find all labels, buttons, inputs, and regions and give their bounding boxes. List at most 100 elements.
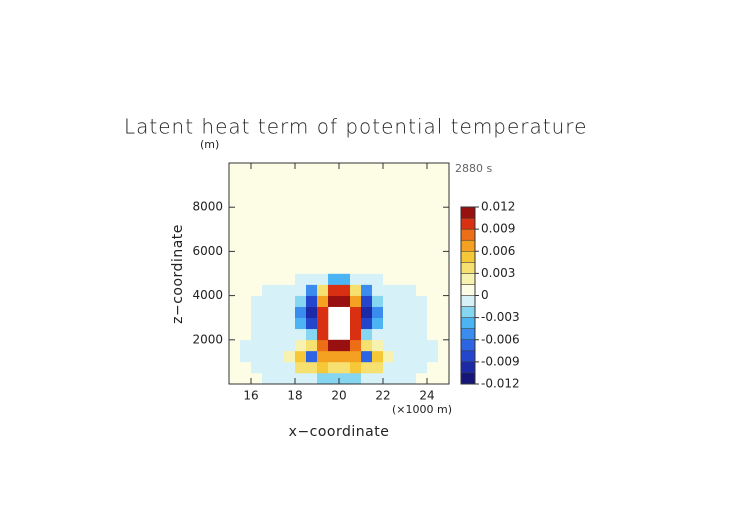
cell: [361, 218, 373, 230]
colorbar-tick-label: -0.009: [481, 354, 520, 368]
cell: [240, 163, 252, 175]
colorbar-swatch: [460, 206, 476, 219]
cell: [405, 229, 417, 241]
cell: [361, 273, 373, 285]
cell: [339, 339, 351, 352]
colorbar-tick-label: 0.009: [481, 222, 515, 236]
annotation: 2880 s: [455, 162, 492, 175]
cell: [306, 284, 318, 296]
cell: [394, 317, 406, 330]
cell: [251, 262, 263, 274]
cell: [295, 339, 307, 352]
cell: [383, 339, 395, 352]
cell: [273, 185, 285, 197]
chart-title: Latent heat term of potential temperatur…: [124, 115, 587, 139]
cell: [383, 185, 395, 197]
cell: [240, 339, 252, 352]
axes: 16 18 20 22 24 2000 4000 6000 8000 -0.012 -0.009 -0…: [192, 162, 520, 403]
cell: [361, 196, 373, 208]
cell: [317, 251, 329, 263]
cell: [295, 207, 307, 219]
cell: [284, 262, 296, 274]
y-tick-label: 2000: [192, 332, 223, 346]
cell: [383, 240, 395, 252]
cell: [372, 350, 384, 363]
cell: [405, 372, 417, 385]
cell: [317, 350, 329, 363]
colorbar-swatch: [460, 262, 476, 274]
cell: [284, 207, 296, 219]
cell: [361, 163, 373, 175]
cell: [229, 372, 241, 385]
colorbar-swatch: [460, 251, 476, 263]
cell: [262, 284, 274, 296]
cell: [416, 273, 428, 285]
cell: [317, 317, 329, 330]
cell: [394, 372, 406, 385]
cell: [273, 218, 285, 230]
cell: [405, 339, 417, 352]
colorbar-tick-label: 0.003: [481, 266, 515, 280]
cell: [405, 163, 417, 175]
cell: [328, 240, 340, 252]
cell: [229, 207, 241, 219]
cell: [240, 350, 252, 363]
cell: [339, 196, 351, 208]
cell: [262, 273, 274, 285]
cell: [372, 295, 384, 307]
cell: [339, 251, 351, 263]
cell: [240, 251, 252, 263]
cell: [240, 218, 252, 230]
cell: [405, 207, 417, 219]
cell: [372, 361, 384, 374]
cell: [427, 295, 439, 307]
cell: [372, 317, 384, 330]
cell: [328, 185, 340, 197]
cell: [328, 284, 340, 296]
cell: [251, 284, 263, 296]
cell: [273, 306, 285, 318]
cell: [339, 372, 351, 385]
colorbar-tick-label: 0.012: [481, 200, 515, 214]
colorbar-tick-label: -0.012: [481, 377, 520, 391]
cell: [306, 328, 318, 341]
cell: [240, 207, 252, 219]
cell: [240, 328, 252, 341]
colorbar-swatch: [460, 295, 476, 307]
cell: [295, 185, 307, 197]
cell: [240, 185, 252, 197]
cell: [240, 284, 252, 296]
cell: [240, 306, 252, 318]
cell: [328, 350, 340, 363]
cell: [383, 218, 395, 230]
cell: [251, 306, 263, 318]
cell: [350, 284, 362, 296]
cell: [284, 240, 296, 252]
cell: [317, 240, 329, 252]
cell: [383, 295, 395, 307]
cell: [350, 218, 362, 230]
cell: [328, 372, 340, 385]
cell: [284, 306, 296, 318]
colorbar-tick-label: -0.003: [481, 310, 520, 324]
cell: [317, 207, 329, 219]
x-unit: (×1000 m): [392, 403, 452, 416]
cell: [383, 306, 395, 318]
cell: [229, 185, 241, 197]
cell: [372, 251, 384, 263]
cell: [405, 262, 417, 274]
cell: [416, 317, 428, 330]
cell: [284, 372, 296, 385]
cell: [394, 306, 406, 318]
cell: [328, 339, 340, 352]
cell: [361, 328, 373, 341]
cell: [405, 196, 417, 208]
cell: [295, 372, 307, 385]
cell: [361, 185, 373, 197]
cell: [416, 284, 428, 296]
cell: [251, 185, 263, 197]
cell: [427, 218, 439, 230]
cell: [394, 174, 406, 186]
cell: [273, 339, 285, 352]
cell: [295, 163, 307, 175]
